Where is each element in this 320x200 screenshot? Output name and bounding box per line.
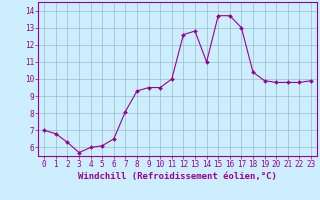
- X-axis label: Windchill (Refroidissement éolien,°C): Windchill (Refroidissement éolien,°C): [78, 172, 277, 181]
